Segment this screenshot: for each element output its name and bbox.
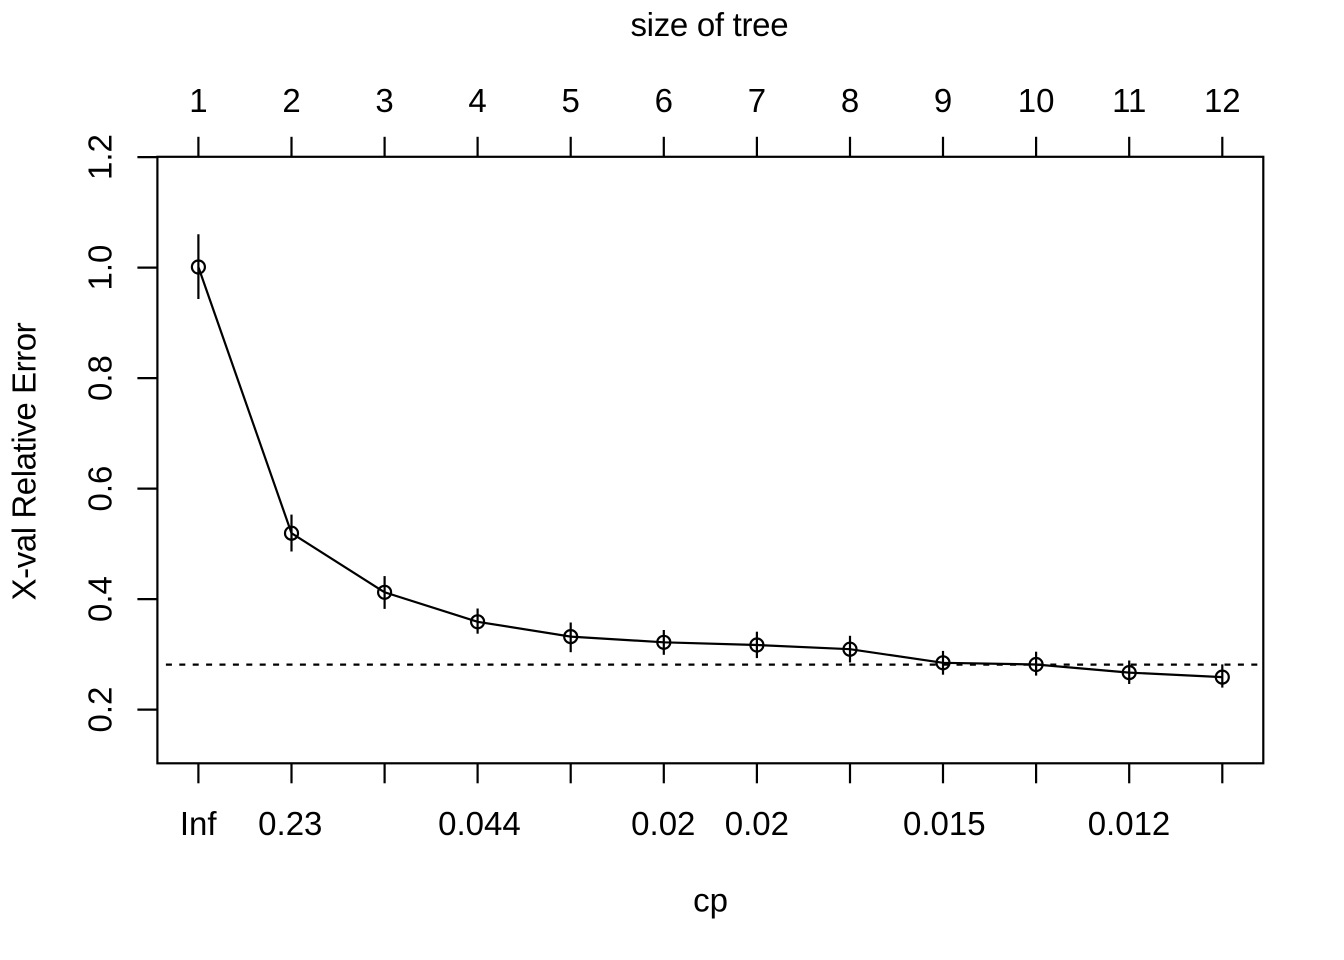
svg-text:0.02: 0.02: [725, 805, 789, 842]
svg-text:0.044: 0.044: [438, 805, 521, 842]
svg-text:4: 4: [468, 82, 486, 119]
svg-text:Inf: Inf: [180, 805, 218, 842]
svg-text:1.0: 1.0: [81, 245, 118, 291]
svg-text:12: 12: [1204, 82, 1241, 119]
svg-text:0.23: 0.23: [258, 805, 322, 842]
svg-text:10: 10: [1018, 82, 1055, 119]
svg-text:0.4: 0.4: [81, 576, 118, 622]
svg-text:1: 1: [189, 82, 207, 119]
svg-text:6: 6: [655, 82, 673, 119]
svg-text:11: 11: [1112, 82, 1146, 119]
svg-text:7: 7: [748, 82, 766, 119]
svg-text:3: 3: [375, 82, 393, 119]
svg-text:0.6: 0.6: [81, 466, 118, 512]
svg-text:2: 2: [282, 82, 300, 119]
svg-text:size of tree: size of tree: [630, 6, 788, 43]
svg-text:0.015: 0.015: [903, 805, 986, 842]
svg-text:5: 5: [562, 82, 580, 119]
svg-text:0.02: 0.02: [631, 805, 695, 842]
svg-text:1.2: 1.2: [81, 134, 118, 180]
svg-text:0.8: 0.8: [81, 355, 118, 401]
svg-text:0.2: 0.2: [81, 687, 118, 733]
svg-text:X-val Relative Error: X-val Relative Error: [5, 322, 42, 600]
svg-text:cp: cp: [693, 881, 728, 918]
svg-text:9: 9: [934, 82, 952, 119]
svg-text:8: 8: [841, 82, 859, 119]
svg-text:0.012: 0.012: [1088, 805, 1171, 842]
